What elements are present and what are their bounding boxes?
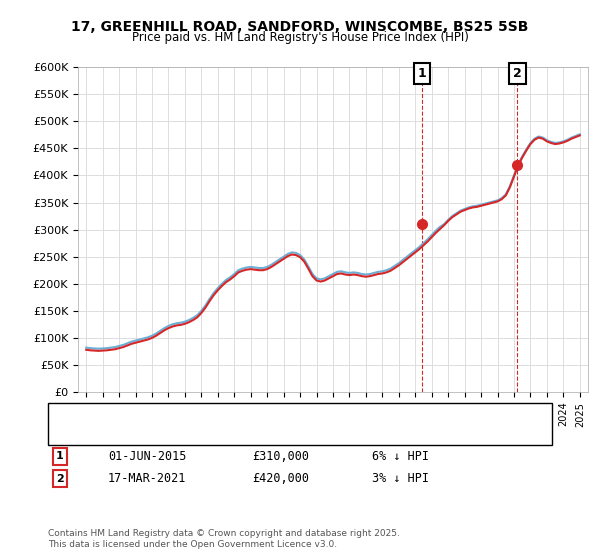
Text: 1: 1 — [56, 451, 64, 461]
Text: 1: 1 — [418, 67, 427, 80]
Text: 6% ↓ HPI: 6% ↓ HPI — [372, 450, 429, 463]
Text: 01-JUN-2015: 01-JUN-2015 — [108, 450, 187, 463]
Text: 17, GREENHILL ROAD, SANDFORD, WINSCOMBE, BS25 5SB (detached house): 17, GREENHILL ROAD, SANDFORD, WINSCOMBE,… — [108, 407, 510, 417]
Text: 3% ↓ HPI: 3% ↓ HPI — [372, 472, 429, 486]
Text: 17, GREENHILL ROAD, SANDFORD, WINSCOMBE, BS25 5SB: 17, GREENHILL ROAD, SANDFORD, WINSCOMBE,… — [71, 20, 529, 34]
Text: Price paid vs. HM Land Registry's House Price Index (HPI): Price paid vs. HM Land Registry's House … — [131, 31, 469, 44]
Text: £310,000: £310,000 — [252, 450, 309, 463]
Text: 2: 2 — [56, 474, 64, 484]
Text: £420,000: £420,000 — [252, 472, 309, 486]
Text: HPI: Average price, detached house, North Somerset: HPI: Average price, detached house, Nort… — [108, 433, 383, 443]
Text: Contains HM Land Registry data © Crown copyright and database right 2025.
This d: Contains HM Land Registry data © Crown c… — [48, 529, 400, 549]
Text: 2: 2 — [513, 67, 522, 80]
Text: 17-MAR-2021: 17-MAR-2021 — [108, 472, 187, 486]
